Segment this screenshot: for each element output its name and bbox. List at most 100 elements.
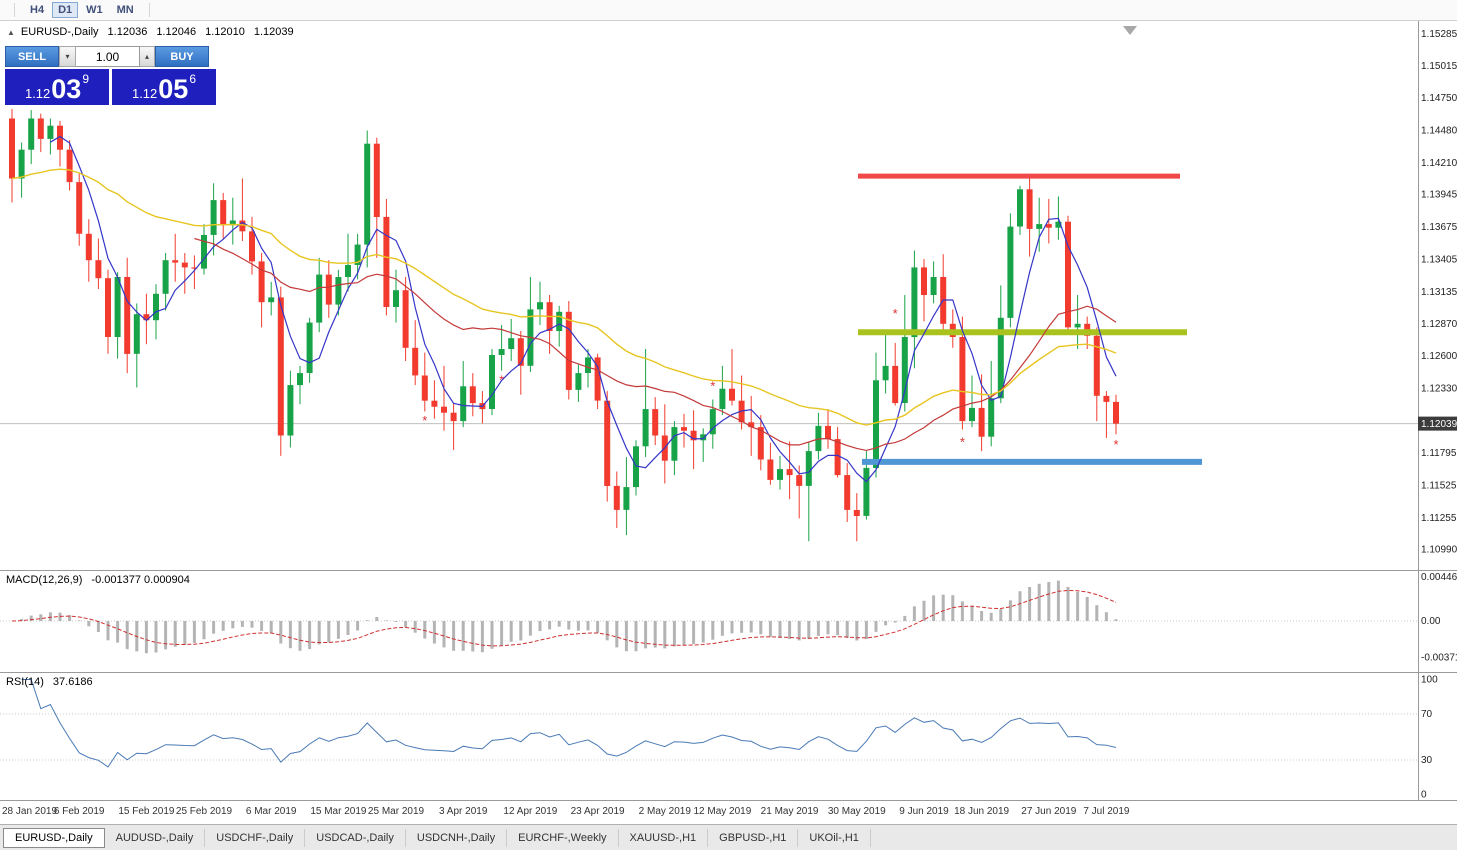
svg-text:7 Jul 2019: 7 Jul 2019: [1083, 806, 1130, 817]
macd-pane-label: MACD(12,26,9) -0.001377 0.000904: [6, 574, 190, 586]
chart-canvas[interactable]: ** *** *1.152851.150151.147501.144801.1421…: [0, 0, 1457, 824]
bid-price-prefix: 1.12: [24, 86, 51, 101]
svg-text:70: 70: [1421, 709, 1433, 720]
ask-quote-button[interactable]: 1.12 05 6: [112, 69, 216, 105]
svg-text:1.15285: 1.15285: [1421, 29, 1457, 40]
panel-collapse-icon[interactable]: ▲: [7, 27, 15, 37]
trade-marker-icon: *: [960, 435, 965, 450]
ma-line-40: [11, 168, 1117, 426]
ohlc-open: 1.12036: [107, 26, 148, 38]
svg-text:27 Jun 2019: 27 Jun 2019: [1021, 806, 1076, 817]
timeframe-button-mn[interactable]: MN: [116, 4, 134, 16]
svg-text:1.11255: 1.11255: [1421, 513, 1457, 524]
svg-text:1.11525: 1.11525: [1421, 480, 1457, 491]
buy-button[interactable]: BUY: [155, 46, 209, 67]
svg-text:6 Mar 2019: 6 Mar 2019: [246, 806, 297, 817]
svg-text:6 Feb 2019: 6 Feb 2019: [54, 806, 105, 817]
timeframe-button-w1[interactable]: W1: [86, 4, 103, 16]
svg-text:1.15015: 1.15015: [1421, 61, 1457, 72]
svg-text:0.004465: 0.004465: [1421, 572, 1457, 583]
svg-text:0.00: 0.00: [1421, 616, 1441, 627]
trade-marker-icon: *: [422, 413, 427, 428]
svg-text:100: 100: [1421, 674, 1438, 685]
svg-text:1.13405: 1.13405: [1421, 255, 1457, 266]
svg-text:1.14480: 1.14480: [1421, 125, 1457, 136]
symbol-tab[interactable]: USDCAD-,Daily: [305, 828, 406, 847]
svg-text:1.12600: 1.12600: [1421, 351, 1457, 362]
svg-text:1.12039: 1.12039: [1421, 419, 1457, 430]
volume-stepper[interactable]: ▴: [140, 46, 155, 67]
ask-price-prefix: 1.12: [131, 86, 158, 101]
svg-text:1.13675: 1.13675: [1421, 222, 1457, 233]
volume-dropdown-button[interactable]: ▾: [59, 46, 76, 67]
svg-text:23 Apr 2019: 23 Apr 2019: [571, 806, 625, 817]
trade-marker-icon: *: [893, 306, 898, 321]
svg-text:30: 30: [1421, 755, 1433, 766]
chevron-up-icon: ▴: [144, 52, 149, 61]
support-resistance-lines[interactable]: [858, 173, 1202, 465]
symbol-tab[interactable]: XAUUSD-,H1: [619, 828, 709, 847]
moving-averages: [11, 135, 1117, 483]
indicator-panes: [0, 580, 1418, 768]
svg-text:12 Apr 2019: 12 Apr 2019: [503, 806, 557, 817]
svg-text:25 Feb 2019: 25 Feb 2019: [176, 806, 233, 817]
bid-quote-button[interactable]: 1.12 03 9: [5, 69, 109, 105]
svg-text:21 May 2019: 21 May 2019: [761, 806, 819, 817]
svg-text:9 Jun 2019: 9 Jun 2019: [899, 806, 949, 817]
timeframe-button-h4[interactable]: H4: [30, 4, 45, 16]
svg-text:12 May 2019: 12 May 2019: [693, 806, 751, 817]
svg-text:3 Apr 2019: 3 Apr 2019: [439, 806, 488, 817]
current-price-badge: [1418, 416, 1457, 431]
symbol-tab[interactable]: USDCHF-,Daily: [205, 828, 306, 847]
svg-text:1.10990: 1.10990: [1421, 545, 1457, 556]
toolbar-separator: [148, 3, 150, 17]
svg-text:1.12330: 1.12330: [1421, 384, 1457, 395]
trade-marker-icon: *: [710, 378, 715, 393]
rsi-indicator-name: RSI(14): [6, 676, 44, 688]
timeframe-toolbar: H4 D1 W1 MN: [0, 0, 1457, 21]
svg-text:1.14750: 1.14750: [1421, 93, 1457, 104]
svg-text:2 May 2019: 2 May 2019: [639, 806, 692, 817]
symbol-tab[interactable]: EURCHF-,Weekly: [507, 828, 619, 847]
svg-text:25 Mar 2019: 25 Mar 2019: [368, 806, 425, 817]
symbol-tab[interactable]: GBPUSD-,H1: [708, 828, 799, 847]
svg-text:15 Mar 2019: 15 Mar 2019: [310, 806, 367, 817]
rsi-indicator-value: 37.6186: [52, 676, 93, 688]
svg-text:18 Jun 2019: 18 Jun 2019: [954, 806, 1009, 817]
ohlc-high: 1.12046: [156, 26, 197, 38]
ask-price-sup: 6: [189, 72, 197, 86]
svg-text:1.12870: 1.12870: [1421, 319, 1457, 330]
symbol-tab[interactable]: USDCNH-,Daily: [406, 828, 508, 847]
svg-text:1.11795: 1.11795: [1421, 448, 1457, 459]
rsi-pane-label: RSI(14) 37.6186: [6, 676, 93, 688]
volume-input[interactable]: [76, 46, 140, 67]
symbol-tab[interactable]: AUDUSD-,Daily: [105, 828, 206, 847]
symbol-tab[interactable]: UKOil-,H1: [798, 828, 871, 847]
ohlc-low: 1.12010: [205, 26, 245, 38]
toolbar-separator: [14, 3, 15, 17]
svg-text:28 Jan 2019: 28 Jan 2019: [2, 806, 57, 817]
ask-price-big: 05: [158, 74, 189, 104]
chart-symbol-label: EURUSD-,Daily: [20, 26, 99, 38]
chart-header: ▲ EURUSD-,Daily 1.12036 1.12046 1.12010 …: [7, 26, 294, 38]
svg-text:1.13135: 1.13135: [1421, 287, 1457, 298]
chevron-down-icon: ▾: [65, 52, 70, 61]
svg-text:0: 0: [1421, 790, 1427, 801]
trade-marker-icon: *: [1113, 437, 1118, 452]
symbol-tab[interactable]: EURUSD-,Daily: [3, 827, 105, 848]
svg-text:1.14210: 1.14210: [1421, 158, 1457, 169]
macd-indicator-name: MACD(12,26,9): [6, 574, 83, 586]
svg-text:1.13945: 1.13945: [1421, 190, 1457, 201]
timeframe-button-d1[interactable]: D1: [52, 2, 79, 18]
ohlc-close: 1.12039: [253, 26, 294, 38]
sell-button[interactable]: SELL: [5, 46, 59, 67]
svg-text:-0.003715: -0.003715: [1421, 653, 1457, 664]
bid-price-sup: 9: [82, 72, 90, 86]
macd-signal-line: [11, 589, 1117, 647]
macd-indicator-values: -0.001377 0.000904: [91, 574, 190, 586]
rsi-line: [21, 679, 1117, 768]
timeframe-button-group: H4 D1 W1 MN: [23, 2, 141, 18]
bid-price-big: 03: [51, 74, 82, 104]
